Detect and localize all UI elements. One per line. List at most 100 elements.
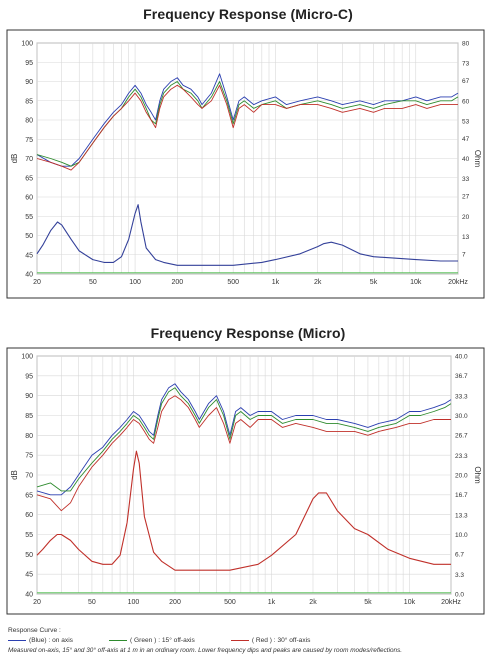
- y-tick-label: 85: [25, 413, 33, 420]
- y-tick-label: 100: [21, 354, 33, 361]
- x-tick-label: 100: [128, 599, 140, 606]
- x-tick-label: 5k: [370, 279, 378, 286]
- y-tick-label: 65: [25, 492, 33, 499]
- x-tick-label: 20kHz: [448, 279, 468, 286]
- y2-tick-label: 40.0: [455, 354, 468, 361]
- legend-entry-green: ( Green ) : 15° off-axis: [108, 637, 195, 644]
- y-tick-label: 80: [25, 118, 33, 125]
- y2-tick-label: 23.3: [455, 453, 468, 460]
- y-tick-label: 60: [25, 512, 33, 519]
- x-tick-label: 50: [88, 599, 96, 606]
- y2-tick-label: 80: [462, 41, 470, 48]
- legend-swatch-blue: [8, 640, 26, 641]
- series-line-0: [36, 383, 452, 496]
- y-tick-label: 100: [21, 41, 33, 48]
- x-tick-label: 10k: [404, 599, 416, 606]
- x-tick-label: 20: [33, 599, 41, 606]
- series-line-1: [36, 387, 452, 492]
- x-tick-label: 500: [227, 279, 239, 286]
- x-tick-label: 50: [89, 279, 97, 286]
- y2-tick-label: 67: [462, 78, 470, 85]
- y2-tick-label: 7: [462, 251, 466, 258]
- y-tick-label: 70: [25, 473, 33, 480]
- y2-tick-label: 16.7: [455, 492, 468, 499]
- y-tick-label: 70: [25, 156, 33, 163]
- y2-tick-label: 40: [462, 156, 470, 163]
- y2-tick-label: 33: [462, 176, 470, 183]
- y-tick-label: 85: [25, 98, 33, 105]
- y2-tick-label: 36.7: [455, 373, 468, 380]
- y2-tick-label: 20: [462, 214, 470, 221]
- x-tick-label: 1k: [272, 279, 280, 286]
- y2-tick-label: 20.0: [455, 473, 468, 480]
- series-group: [36, 383, 452, 594]
- frequency-response-chart-micro: 40 45 50 55 60 65 70 75 80 85 90 95 100 0.0 3.3 6.7 10.0…: [6, 347, 485, 615]
- y2-tick-label: 47: [462, 136, 470, 143]
- legend-label-green: ( Green ) : 15° off-axis: [129, 637, 195, 644]
- legend-label-red: ( Red ) : 30° off-axis: [251, 637, 311, 644]
- legend-entry-red: ( Red ) : 30° off-axis: [230, 637, 311, 644]
- y-tick-label: 95: [25, 373, 33, 380]
- legend-label-blue: (Blue) : on axis: [29, 637, 73, 644]
- y-tick-label: 50: [25, 552, 33, 559]
- y-tick-label: 75: [25, 453, 33, 460]
- y2-axis-label: Ohm: [473, 150, 482, 168]
- y-tick-label: 65: [25, 175, 33, 182]
- y2-tick-label: 0.0: [455, 592, 464, 599]
- y2-tick-label: 13.3: [455, 512, 468, 519]
- series-group: [36, 73, 459, 274]
- y-tick-label: 90: [25, 79, 33, 86]
- y2-tick-label: 53: [462, 118, 470, 125]
- y2-tick-label: 3.3: [455, 572, 464, 579]
- chart-title-micro-c: Frequency Response (Micro-C): [143, 6, 353, 22]
- series-line-0: [36, 73, 459, 167]
- frequency-response-chart-micro-c: 40 45 50 55 60 65 70 75 80 85 90 95 100 7 13 20 27 33 40 47…: [6, 29, 485, 299]
- x-tick-label: 20: [33, 279, 41, 286]
- y-tick-label: 90: [25, 393, 33, 400]
- y2-axis-label: Ohm: [473, 466, 482, 484]
- y2-tick-label: 30.0: [455, 413, 468, 420]
- series-line-2: [36, 395, 451, 512]
- x-tick-label: 100: [129, 279, 141, 286]
- y-tick-label: 45: [25, 572, 33, 579]
- x-tick-label: 200: [171, 279, 183, 286]
- series-line-3: [36, 204, 458, 266]
- x-tick-label: 200: [169, 599, 181, 606]
- y-tick-label: 95: [25, 60, 33, 67]
- y-tick-label: 80: [25, 433, 33, 440]
- series-line-3: [36, 450, 451, 571]
- y-tick-label: 45: [25, 252, 33, 259]
- legend-row: (Blue) : on axis ( Green ) : 15° off-axi…: [8, 637, 488, 644]
- x-tick-label: 20kHz: [441, 599, 461, 606]
- y-tick-label: 40: [25, 592, 33, 599]
- y2-tick-label: 6.7: [455, 552, 464, 559]
- x-tick-label: 2k: [314, 279, 322, 286]
- y-tick-label: 50: [25, 233, 33, 240]
- y2-tick-label: 73: [462, 61, 470, 68]
- x-tick-label: 2k: [309, 599, 317, 606]
- footnote: Measured on-axis, 15° and 30° off-axis a…: [8, 647, 403, 654]
- legend-entry-blue: (Blue) : on axis: [8, 637, 73, 644]
- x-tick-label: 5k: [364, 599, 372, 606]
- y-axis-label: dB: [10, 154, 19, 164]
- legend-heading: Response Curve :: [8, 627, 61, 634]
- x-tick-label: 10k: [410, 279, 422, 286]
- y2-tick-label: 10.0: [455, 532, 468, 539]
- x-tick-label: 1k: [268, 599, 276, 606]
- y2-tick-label: 27: [462, 194, 470, 201]
- y-tick-label: 55: [25, 214, 33, 221]
- series-line-2: [36, 84, 458, 171]
- y2-tick-label: 33.3: [455, 393, 468, 400]
- y2-tick-label: 60: [462, 98, 470, 105]
- legend-swatch-red: [230, 640, 249, 641]
- legend: Response Curve : (Blue) : on axis ( Gree…: [8, 627, 488, 654]
- x-tick-label: 500: [224, 599, 236, 606]
- y2-tick-label: 26.7: [455, 433, 468, 440]
- y-tick-label: 75: [25, 137, 33, 144]
- y2-tick-label: 13: [462, 234, 470, 241]
- y-axis-label: dB: [10, 470, 19, 480]
- y-tick-label: 60: [25, 195, 33, 202]
- y-tick-label: 55: [25, 532, 33, 539]
- legend-swatch-green: [108, 640, 127, 641]
- chart-title-micro: Frequency Response (Micro): [150, 325, 346, 341]
